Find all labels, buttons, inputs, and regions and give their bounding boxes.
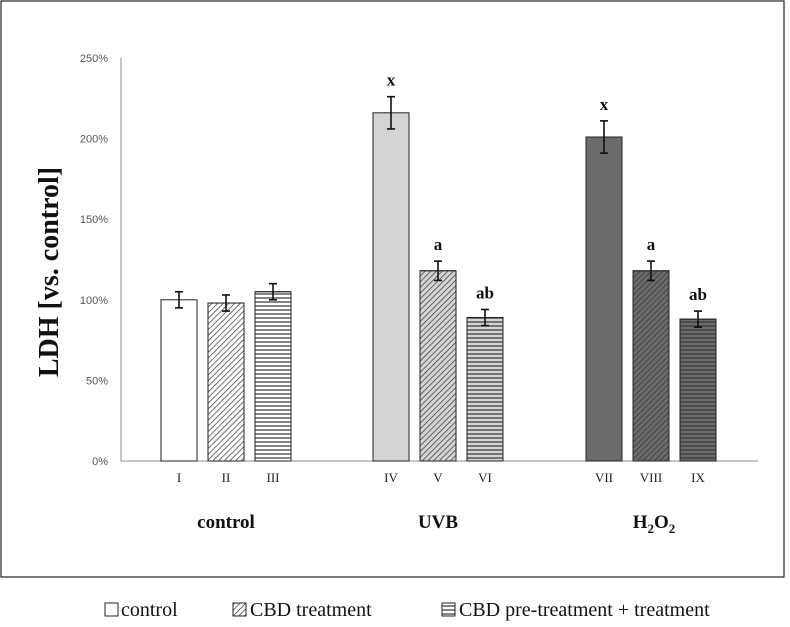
y-tick-label: 100% xyxy=(80,295,108,307)
group-label-uvb: UVB xyxy=(418,512,458,533)
legend-label-cbd-pre-treatment: CBD pre-treatment + treatment xyxy=(459,599,710,621)
x-tick-label: VIII xyxy=(640,470,662,485)
y-ticks: 0% 50% 100% 150% 200% 250% xyxy=(80,53,108,468)
y-tick-label: 50% xyxy=(86,375,108,387)
x-tick-label: IV xyxy=(384,470,398,485)
y-tick-label: 150% xyxy=(80,214,108,226)
bar-pattern-III xyxy=(254,291,292,462)
significance-label-VII: x xyxy=(600,95,609,114)
bars: x a ab x a ab xyxy=(160,71,717,462)
bar-pattern-V xyxy=(419,270,457,462)
bar-VII xyxy=(585,136,623,462)
legend-item-control: control xyxy=(104,599,178,621)
legend-label-control: control xyxy=(121,599,178,621)
legend-item-cbd-pre-treatment: CBD pre-treatment + treatment xyxy=(441,599,710,621)
significance-label-VIII: a xyxy=(647,235,656,254)
significance-label-VI: ab xyxy=(476,283,494,302)
y-tick-label: 250% xyxy=(80,53,108,65)
x-tick-label: VII xyxy=(595,470,613,485)
y-axis-label: LDH [vs. control] xyxy=(34,167,65,377)
y-tick-label: 0% xyxy=(92,456,108,468)
significance-label-IX: ab xyxy=(689,285,707,304)
bar-pattern-VI xyxy=(466,317,504,462)
bar-pattern-VIII xyxy=(632,270,670,462)
x-tick-label: VI xyxy=(478,470,492,485)
legend-label-cbd-treatment: CBD treatment xyxy=(250,599,372,621)
group-label-h2o2: H2O2 xyxy=(633,512,676,536)
x-tick-label: V xyxy=(433,470,443,485)
y-tick-label: 200% xyxy=(80,134,108,146)
legend-swatch-control xyxy=(104,602,119,617)
legend-swatch-cbd-pre-treatment xyxy=(441,602,456,617)
legend-item-cbd-treatment: CBD treatment xyxy=(232,599,372,621)
x-tick-label: I xyxy=(177,470,181,485)
x-tick-label: III xyxy=(267,470,280,485)
significance-label-V: a xyxy=(434,235,443,254)
bar-pattern-IX xyxy=(679,318,717,462)
significance-label-IV: x xyxy=(387,71,396,90)
bar-I xyxy=(160,299,198,462)
x-tick-labels: I II III IV V VI VII VIII IX xyxy=(177,470,706,485)
bar-IV xyxy=(372,112,410,462)
group-label-control: control xyxy=(197,512,255,533)
x-tick-label: II xyxy=(222,470,231,485)
legend-swatch-cbd-treatment xyxy=(232,602,247,617)
bar-pattern-II xyxy=(207,302,245,462)
x-tick-label: IX xyxy=(691,470,705,485)
legend: control CBD treatment CBD pre-treatment … xyxy=(104,599,710,621)
